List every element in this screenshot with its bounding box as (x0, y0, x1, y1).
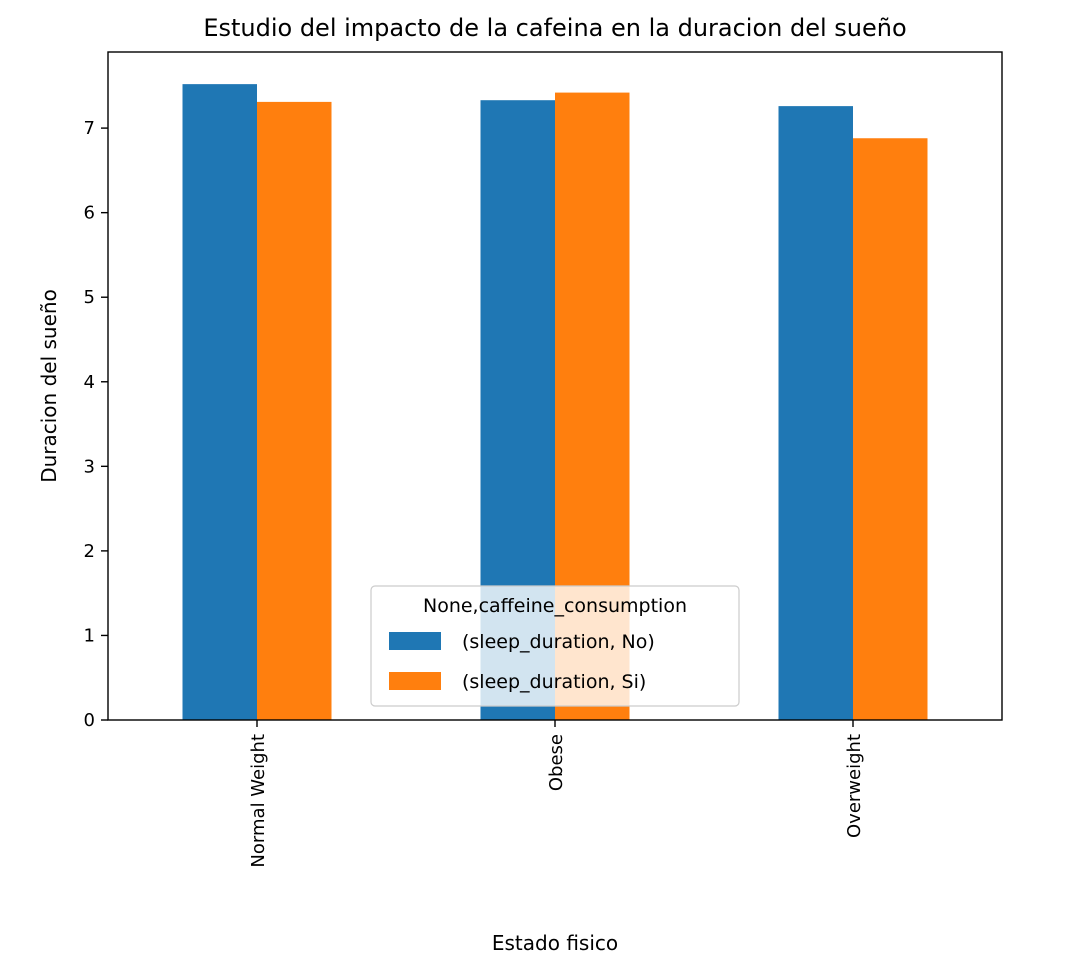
y-tick-label: 3 (84, 456, 95, 477)
legend-box (370, 585, 740, 707)
legend-swatch-si (389, 672, 441, 690)
y-tick-label: 0 (84, 710, 95, 731)
x-tick-label-normal-weight: Normal Weight (248, 734, 269, 868)
bar-overweight-si (853, 138, 928, 720)
bar-normal-weight-si (257, 101, 332, 720)
legend-title: None,caffeine_consumption (423, 595, 687, 617)
legend: None,caffeine_consumption (sleep_duratio… (370, 585, 740, 707)
x-tick-label-overweight: Overweight (844, 734, 865, 838)
bar-normal-weight-no (182, 84, 257, 720)
bar-overweight-no (778, 106, 853, 721)
legend-entry-no: (sleep_duration, No) (462, 631, 655, 653)
x-axis: Normal Weight Obese Overweight (248, 720, 865, 868)
y-axis-label: Duracion del sueño (37, 289, 61, 483)
legend-swatch-no (389, 632, 441, 650)
y-tick-label: 5 (84, 287, 95, 308)
y-tick-label: 4 (84, 372, 95, 393)
y-tick-label: 7 (84, 118, 95, 139)
y-tick-label: 6 (84, 203, 95, 224)
y-axis: 0 1 2 3 4 5 6 7 (84, 118, 108, 731)
x-tick-label-obese: Obese (546, 734, 567, 791)
x-axis-label: Estado fisico (492, 931, 618, 955)
chart-title: Estudio del impacto de la cafeina en la … (203, 14, 906, 42)
y-tick-label: 1 (84, 625, 95, 646)
legend-entry-si: (sleep_duration, Si) (462, 671, 646, 693)
y-tick-label: 2 (84, 541, 95, 562)
